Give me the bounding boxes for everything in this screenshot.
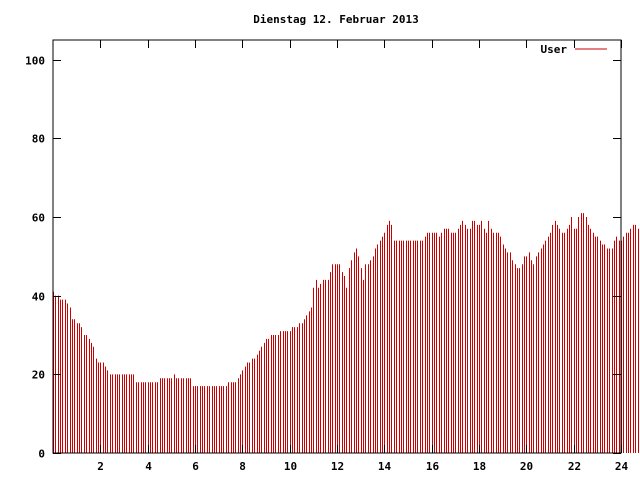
- x-tick-label: 22: [568, 460, 581, 473]
- x-tick-label: 4: [145, 460, 152, 473]
- chart-title: Dienstag 12. Februar 2013: [253, 13, 419, 26]
- x-tick-label: 16: [426, 460, 440, 473]
- x-tick-label: 14: [378, 460, 392, 473]
- bar-series: [53, 213, 639, 453]
- y-tick-label: 40: [32, 291, 45, 304]
- x-tick-label: 10: [284, 460, 297, 473]
- y-tick-label: 20: [32, 369, 45, 382]
- x-tick-label: 20: [520, 460, 533, 473]
- x-tick-label: 24: [615, 460, 629, 473]
- y-tick-label: 0: [38, 448, 45, 461]
- legend-label-user: User: [541, 43, 568, 56]
- y-tick-label: 100: [25, 55, 45, 68]
- x-tick-label: 18: [473, 460, 486, 473]
- y-tick-label: 80: [32, 133, 45, 146]
- x-tick-label: 8: [239, 460, 246, 473]
- legend: User: [541, 43, 607, 56]
- x-tick-label: 6: [192, 460, 199, 473]
- y-tick-label: 60: [32, 212, 45, 225]
- x-tick-label: 12: [331, 460, 344, 473]
- x-tick-label: 2: [97, 460, 104, 473]
